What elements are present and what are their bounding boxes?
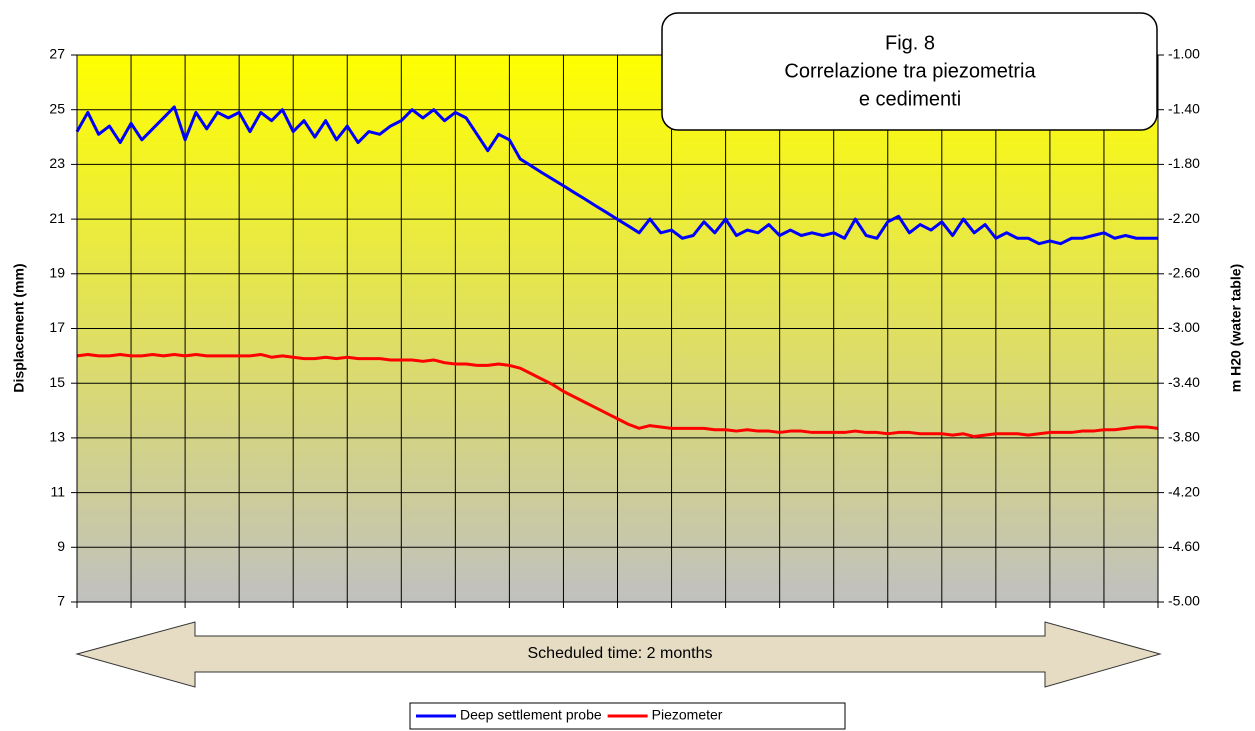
time-arrow xyxy=(75,621,1162,688)
y-tick-label: 9 xyxy=(57,538,65,554)
series-line xyxy=(75,105,1158,246)
title-box xyxy=(661,12,1158,131)
y2-axis-label: m H20 (water table) xyxy=(1228,264,1244,392)
chart-title: Correlazione tra piezometria xyxy=(784,60,1036,82)
y-tick-label: 13 xyxy=(49,429,65,445)
chart-title: Fig. 8 xyxy=(885,32,935,54)
y-axis-label: Displacement (mm) xyxy=(11,263,27,392)
legend-label: Deep settlement probe xyxy=(460,707,602,723)
y-tick-label: 23 xyxy=(49,155,65,171)
y2-tick-label: -1.80 xyxy=(1168,155,1200,171)
y2-tick-label: -2.20 xyxy=(1168,210,1200,226)
y-tick-label: 21 xyxy=(49,210,65,226)
y-tick-label: 19 xyxy=(49,265,65,281)
y-tick-label: 15 xyxy=(49,374,65,390)
y2-tick-label: -3.00 xyxy=(1168,319,1200,335)
y-tick-label: 11 xyxy=(50,483,65,499)
series-line xyxy=(76,352,1159,439)
y2-tick-label: -4.20 xyxy=(1168,483,1200,499)
y-tick-label: 27 xyxy=(49,46,65,62)
y-tick-label: 17 xyxy=(49,319,65,335)
y2-tick-label: -2.60 xyxy=(1168,265,1200,281)
annotation: Scheduled time: 2 months xyxy=(528,645,713,662)
y-tick-label: 25 xyxy=(49,100,65,116)
y2-tick-label: -3.80 xyxy=(1168,429,1200,445)
chart-title: e cedimenti xyxy=(859,88,961,110)
y2-tick-label: -5.00 xyxy=(1168,593,1200,609)
y2-tick-label: -1.40 xyxy=(1168,100,1200,116)
y2-tick-label: -3.40 xyxy=(1168,374,1200,390)
legend: Deep settlement probe Piezometer xyxy=(416,707,723,723)
vertical-grid xyxy=(76,54,1159,608)
y-tick-label: 7 xyxy=(57,593,65,609)
legend-label: Piezometer xyxy=(652,707,723,723)
y2-tick-label: -4.60 xyxy=(1168,538,1200,554)
plot-layer xyxy=(75,105,1159,439)
y2-tick-label: -1.00 xyxy=(1168,46,1200,62)
